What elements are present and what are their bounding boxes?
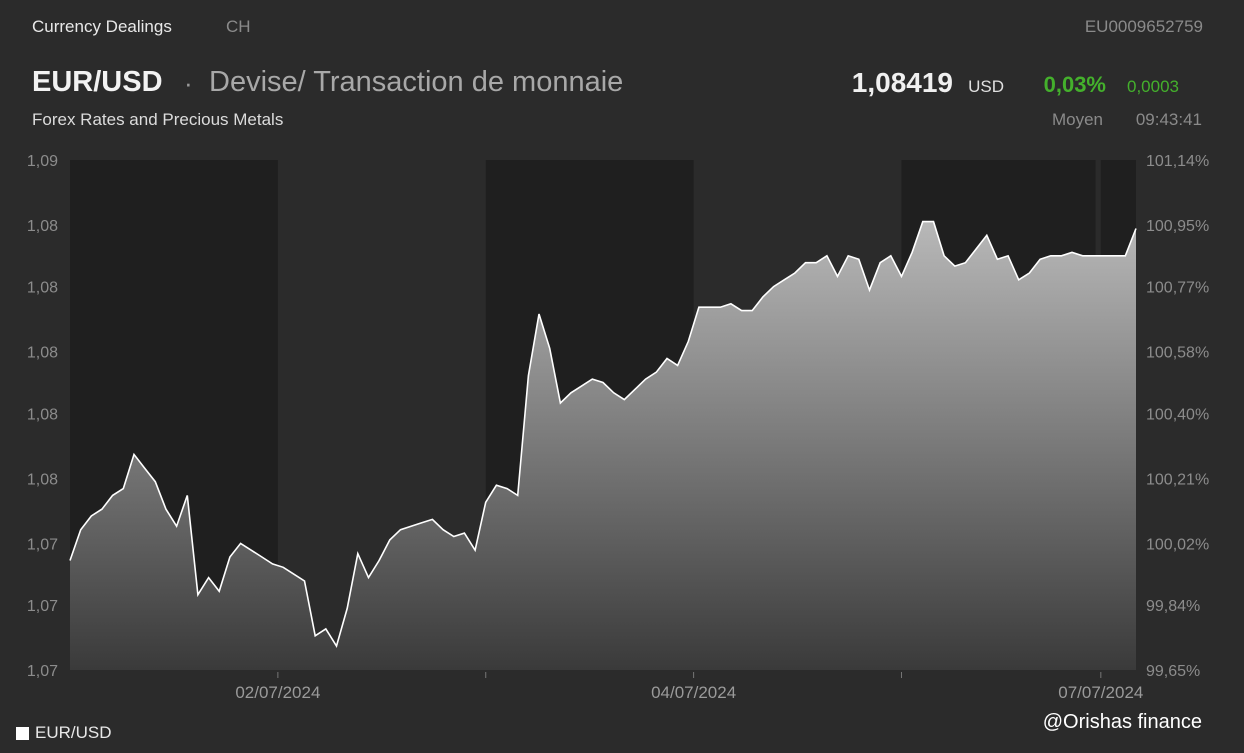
y-right-tick: 100,77% [1146, 280, 1209, 297]
title-separator: · [184, 68, 193, 98]
y-left-tick: 1,09 [27, 153, 58, 170]
section-title: Currency Dealings [32, 17, 172, 36]
y-left-tick: 1,08 [27, 471, 58, 488]
legend-label: EUR/USD [35, 723, 112, 742]
price-currency: USD [968, 77, 1004, 96]
price-chart[interactable]: 1,09 1,08 1,08 1,08 1,08 1,08 1,07 1,07 1,07 101… [0, 0, 1244, 700]
y-right-tick: 99,84% [1146, 598, 1200, 615]
x-axis: 02/07/2024 04/07/2024 07/07/2024 [235, 672, 1143, 700]
x-tick-label: 04/07/2024 [651, 683, 736, 700]
isin-code: EU0009652759 [1084, 17, 1203, 36]
y-left-tick: 1,08 [27, 406, 58, 423]
y-left-tick: 1,08 [27, 218, 58, 235]
y-left-tick: 1,07 [27, 663, 58, 680]
y-right-tick: 99,65% [1146, 663, 1200, 680]
y-right-tick: 100,02% [1146, 536, 1209, 553]
y-left-tick: 1,07 [27, 536, 58, 553]
y-right-tick: 100,40% [1146, 406, 1209, 423]
y-axis-right: 101,14% 100,95% 100,77% 100,58% 100,40% 100,2… [1146, 153, 1209, 680]
price-time: 09:43:41 [1135, 110, 1202, 129]
y-left-tick: 1,08 [27, 280, 58, 297]
change-absolute: 0,0003 [1127, 77, 1179, 96]
y-right-tick: 100,21% [1146, 471, 1209, 488]
y-axis-left: 1,09 1,08 1,08 1,08 1,08 1,08 1,07 1,07 1,07 [27, 153, 58, 680]
y-left-tick: 1,07 [27, 598, 58, 615]
legend-swatch [16, 726, 29, 740]
y-right-tick: 100,95% [1146, 218, 1209, 235]
instrument-description: Devise/ Transaction de monnaie [209, 66, 624, 98]
change-percent: 0,03% [1043, 72, 1106, 97]
instrument-category: Forex Rates and Precious Metals [32, 110, 284, 129]
market-code: CH [226, 17, 251, 36]
pair-title: EUR/USD [32, 66, 163, 98]
legend[interactable]: EUR/USD [16, 723, 112, 743]
last-price: 1,08419 [851, 67, 953, 98]
price-line [69, 220, 1137, 648]
y-right-tick: 101,14% [1146, 153, 1209, 170]
x-tick-label: 02/07/2024 [235, 683, 320, 700]
y-left-tick: 1,08 [27, 345, 58, 362]
price-area [70, 221, 1136, 670]
x-tick-label: 07/07/2024 [1058, 683, 1143, 700]
watermark: @Orishas finance [1042, 711, 1202, 733]
price-mode: Moyen [1051, 110, 1103, 129]
y-right-tick: 100,58% [1146, 345, 1209, 362]
